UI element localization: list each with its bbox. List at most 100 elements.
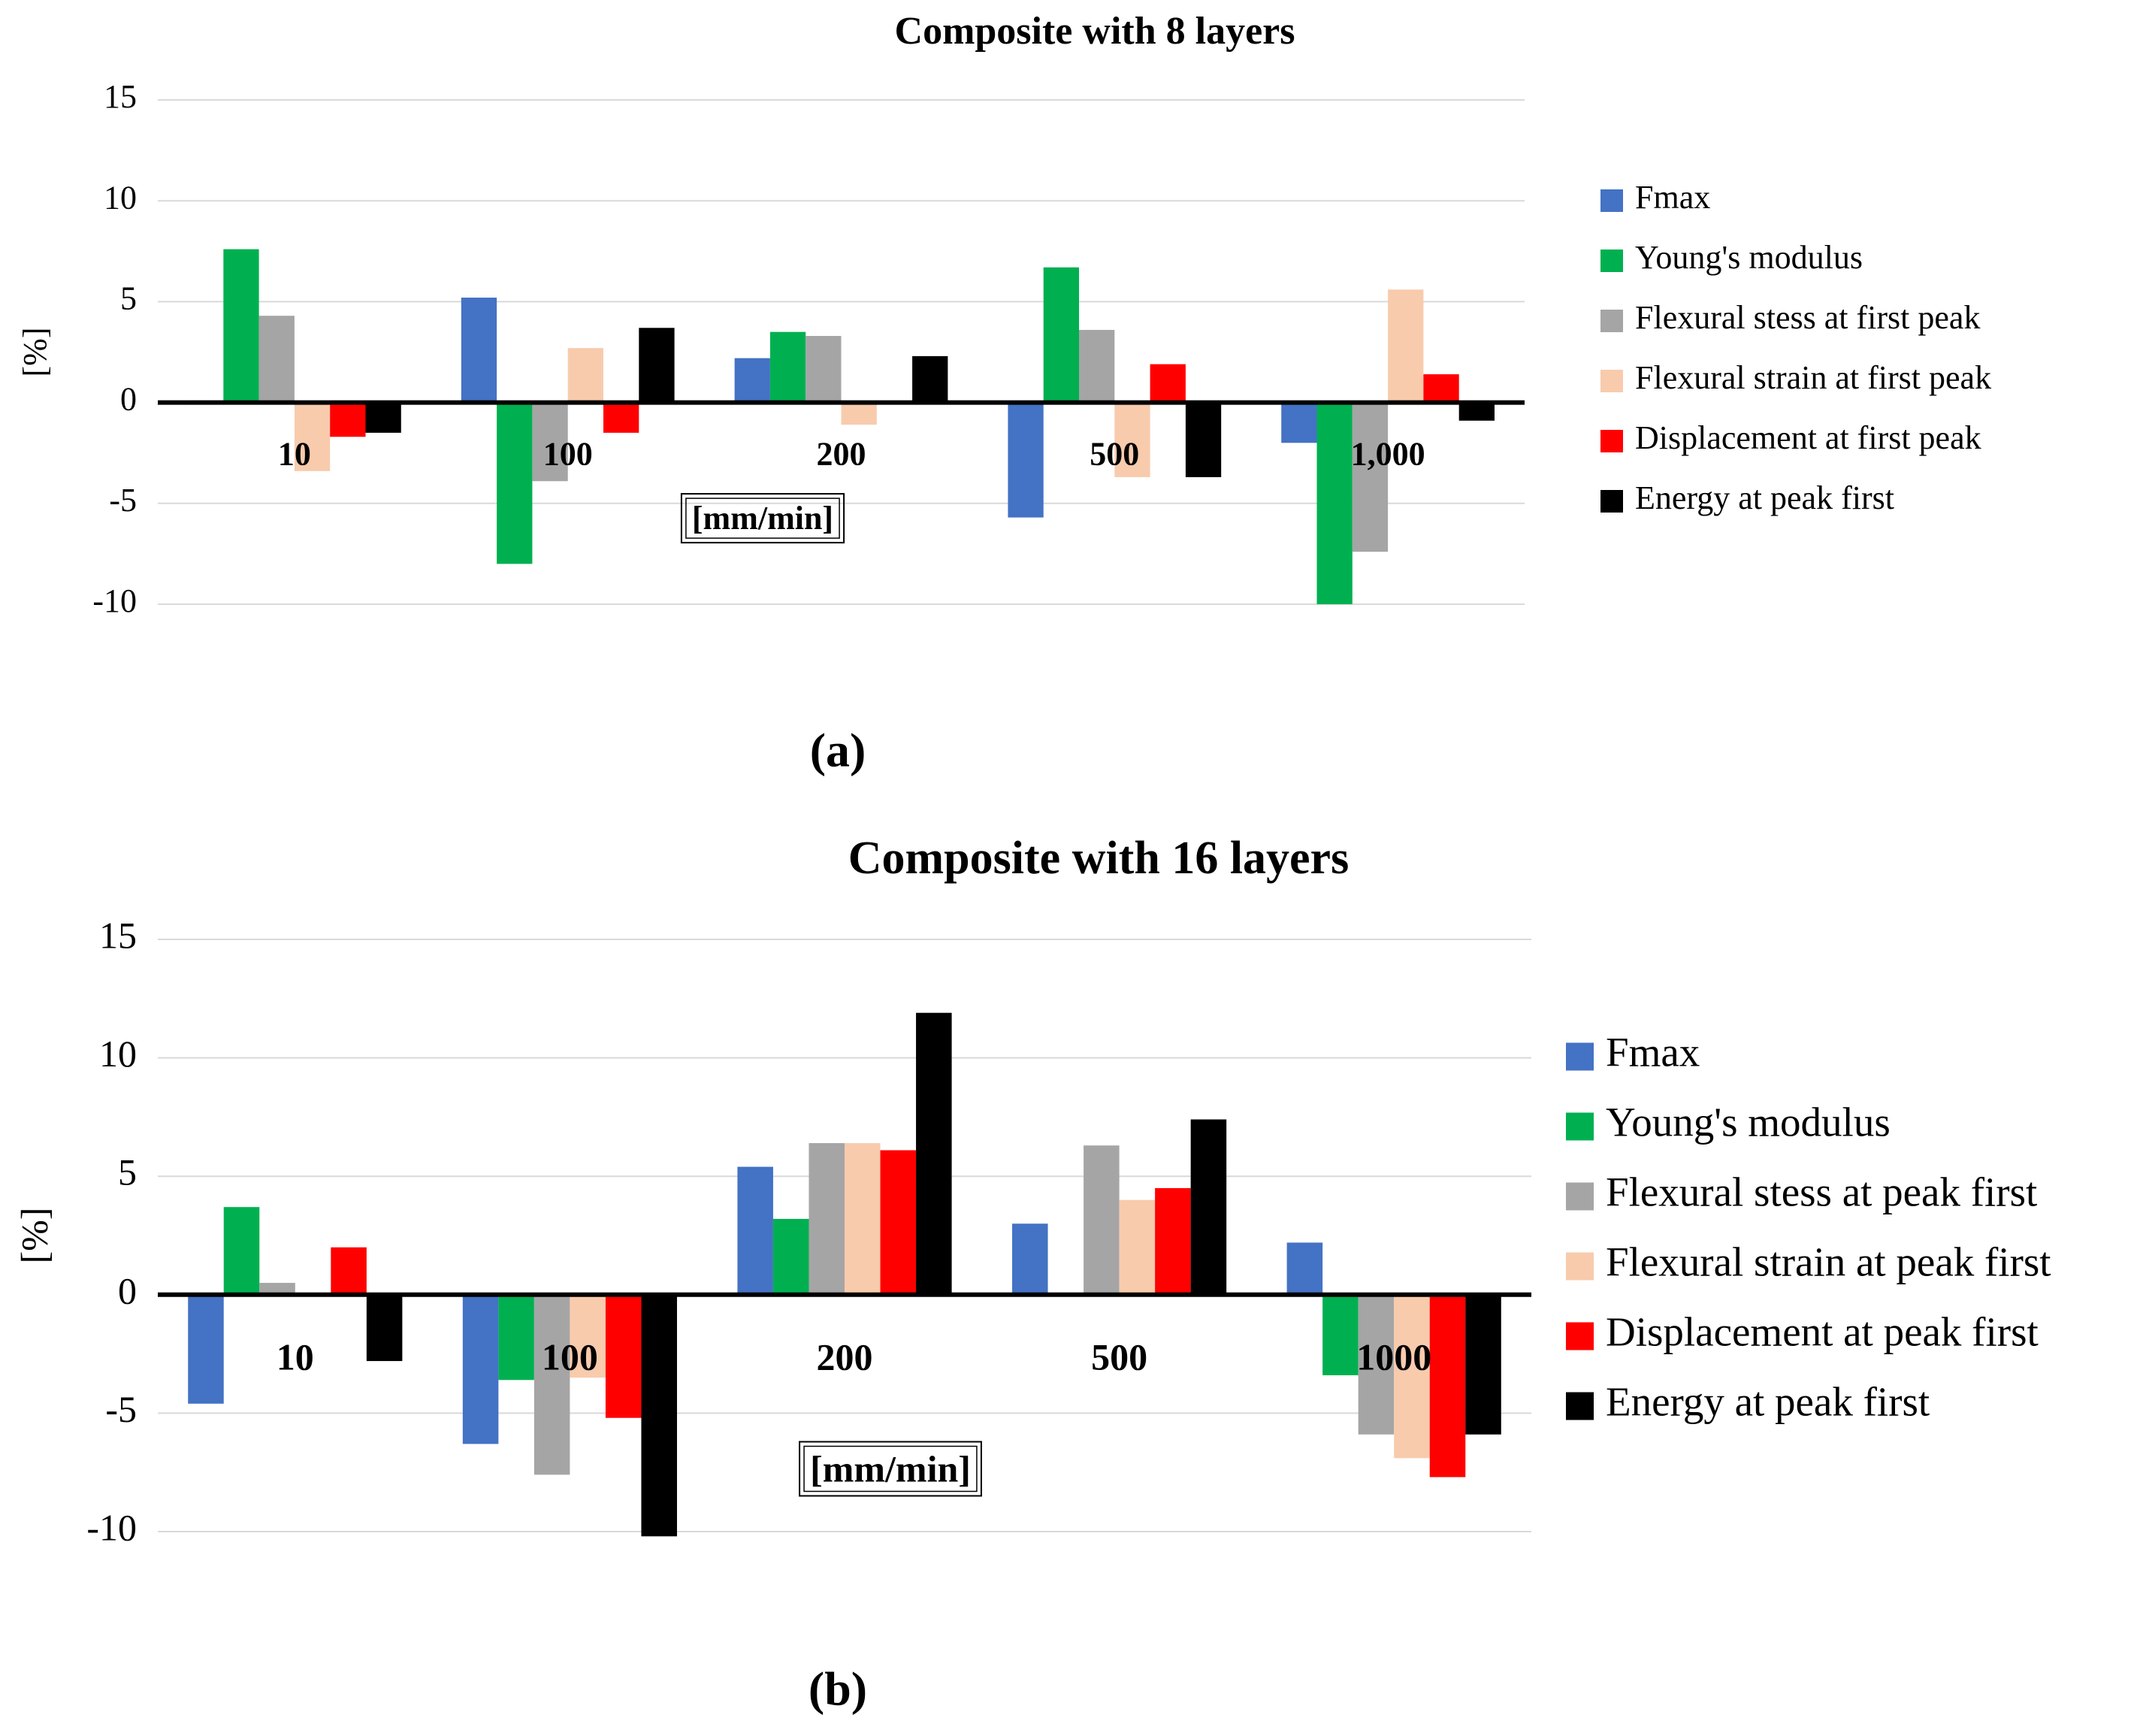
bar (188, 1294, 224, 1404)
bar (1043, 267, 1080, 403)
x-axis-title-box-inner (685, 498, 840, 539)
x-tick-label: 1,000 (1351, 436, 1425, 473)
bar (1008, 402, 1044, 518)
bar (1012, 1223, 1048, 1295)
bar (1084, 1145, 1120, 1295)
bar (1316, 402, 1353, 604)
legend-label: Fmax (1606, 1030, 1700, 1075)
x-tick-label: 500 (1091, 1335, 1147, 1378)
bar (498, 1294, 534, 1381)
legend-swatch (1566, 1042, 1594, 1071)
legend-swatch (1600, 370, 1623, 392)
bar (641, 1294, 677, 1537)
bar (769, 331, 806, 403)
bar (1155, 1187, 1191, 1295)
legend-label: Young's modulus (1635, 239, 1863, 276)
bar (1190, 1119, 1227, 1295)
y-tick-label: 10 (99, 1033, 137, 1075)
bar (1322, 1294, 1359, 1375)
x-tick-label: 1000 (1356, 1335, 1431, 1378)
bar (880, 1150, 917, 1295)
x-axis-title-box (799, 1441, 982, 1497)
bar (567, 348, 603, 403)
bar (1429, 1294, 1466, 1477)
y-axis-title: [%] (17, 328, 53, 377)
bar (331, 1247, 367, 1295)
bar (1358, 1294, 1395, 1435)
bar (809, 1143, 845, 1295)
x-tick-label: 10 (277, 1335, 314, 1378)
legend-label: Displacement at peak first (1606, 1309, 2039, 1355)
y-tick-label: 15 (99, 914, 137, 956)
bar (223, 249, 259, 403)
y-tick-label: 10 (104, 179, 137, 216)
legend-label: Fmax (1635, 179, 1710, 216)
bar (1423, 374, 1459, 403)
bar (259, 1283, 295, 1295)
bar (366, 1294, 403, 1362)
legend-swatch (1600, 310, 1623, 332)
y-tick-label: 0 (118, 1269, 137, 1311)
bar (223, 1207, 260, 1295)
bar (1119, 1199, 1156, 1295)
legend-swatch (1566, 1322, 1594, 1350)
bar (639, 328, 675, 403)
legend-label: Displacement at first peak (1635, 419, 1981, 456)
y-tick-label: -5 (109, 482, 137, 519)
chart-title: Composite with 8 layers (895, 10, 1295, 53)
bar (603, 402, 639, 433)
legend-label: Flexural stess at first peak (1635, 299, 1980, 336)
bar (1281, 402, 1317, 443)
legend-swatch (1600, 250, 1623, 272)
x-axis-title: [mm/min] (810, 1447, 971, 1490)
bar (806, 336, 842, 403)
y-tick-label: -5 (105, 1388, 137, 1430)
bar (365, 402, 401, 433)
bar (1185, 402, 1222, 477)
bar (1388, 289, 1424, 403)
bar (1286, 1242, 1323, 1295)
bar (1114, 402, 1150, 477)
bar (916, 1012, 952, 1295)
bar (330, 402, 366, 437)
bar (294, 402, 331, 471)
x-axis-title-box (680, 493, 845, 544)
bar (497, 402, 533, 564)
x-tick-label: 10 (278, 436, 311, 473)
y-axis-title: [%] (13, 1208, 55, 1264)
bar (533, 1294, 570, 1475)
legend-label: Flexural stess at peak first (1606, 1169, 2037, 1215)
bar (1458, 402, 1495, 421)
x-tick-label: 200 (817, 1335, 873, 1378)
legend-label: Flexural strain at peak first (1606, 1239, 2051, 1285)
legend-swatch (1600, 430, 1623, 452)
x-tick-label: 100 (542, 1335, 598, 1378)
x-tick-label: 200 (817, 436, 866, 473)
legend-swatch (1600, 189, 1623, 212)
chart-title: Composite with 16 layers (848, 833, 1349, 884)
bar (605, 1294, 642, 1418)
bar (772, 1218, 809, 1295)
bar (1150, 364, 1186, 403)
bar (532, 402, 568, 482)
y-tick-label: 0 (120, 381, 137, 418)
legend-swatch (1566, 1392, 1594, 1420)
x-tick-label: 100 (543, 436, 593, 473)
x-axis-title-box-inner (803, 1445, 978, 1493)
y-tick-label: -10 (86, 1506, 137, 1548)
caption: (a) (810, 724, 866, 777)
bar (570, 1294, 606, 1378)
legend-label: Energy at peak first (1606, 1379, 1930, 1425)
legend-swatch (1566, 1182, 1594, 1211)
y-tick-label: 5 (120, 280, 137, 316)
legend-swatch (1600, 490, 1623, 513)
legend-label: Energy at peak first (1635, 479, 1894, 516)
bar (461, 298, 497, 403)
legend-label: Young's modulus (1606, 1099, 1891, 1145)
legend-swatch (1566, 1252, 1594, 1281)
bar (1394, 1294, 1430, 1459)
bar (1079, 329, 1115, 403)
bar (258, 316, 295, 403)
legend-label: Flexural strain at first peak (1635, 359, 1991, 396)
